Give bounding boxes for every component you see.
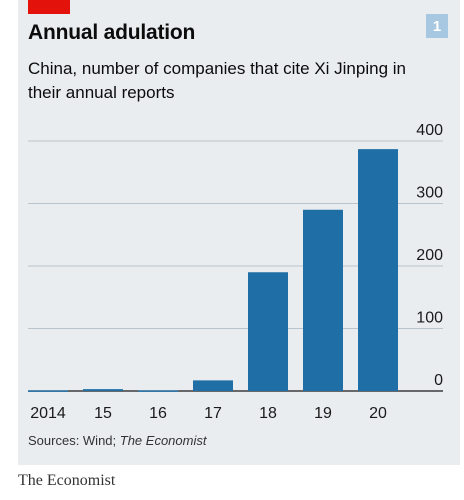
bar [248, 272, 288, 391]
x-tick-label: 18 [259, 405, 277, 422]
bar [83, 389, 123, 391]
x-tick-label: 19 [314, 405, 332, 422]
x-tick-labels: 2014 15 16 17 18 19 20 [30, 405, 387, 422]
chart-panel: 1 Annual adulation China, number of comp… [18, 0, 460, 465]
x-tick-label: 17 [204, 405, 222, 422]
publisher-footer: The Economist [18, 472, 116, 489]
bar-chart: 2014 15 16 17 18 19 20 0 100 200 300 400 [28, 122, 443, 422]
source-publication: The Economist [119, 433, 207, 448]
source-prefix: Sources: Wind; [28, 433, 120, 448]
bar [303, 209, 343, 391]
y-tick-label: 200 [416, 247, 443, 264]
bars [28, 149, 398, 392]
y-tick-label: 0 [434, 372, 443, 389]
x-tick-label: 16 [149, 405, 167, 422]
x-tick-label: 20 [369, 405, 387, 422]
x-tick-label: 2014 [30, 405, 66, 422]
y-tick-label: 400 [416, 122, 443, 139]
bar [28, 390, 68, 392]
bar [193, 380, 233, 391]
chart-number-badge: 1 [426, 14, 448, 38]
brand-red-tag [28, 0, 70, 14]
bar [138, 390, 178, 392]
x-tick-label: 15 [94, 405, 112, 422]
y-tick-label: 100 [416, 310, 443, 327]
chart-title: Annual adulation [28, 21, 196, 44]
y-tick-label: 300 [416, 185, 443, 202]
chart-subtitle: China, number of companies that cite Xi … [28, 59, 406, 102]
source-note: Sources: Wind; The Economist [28, 433, 206, 448]
bar [358, 149, 398, 391]
y-tick-labels: 0 100 200 300 400 [416, 122, 443, 389]
